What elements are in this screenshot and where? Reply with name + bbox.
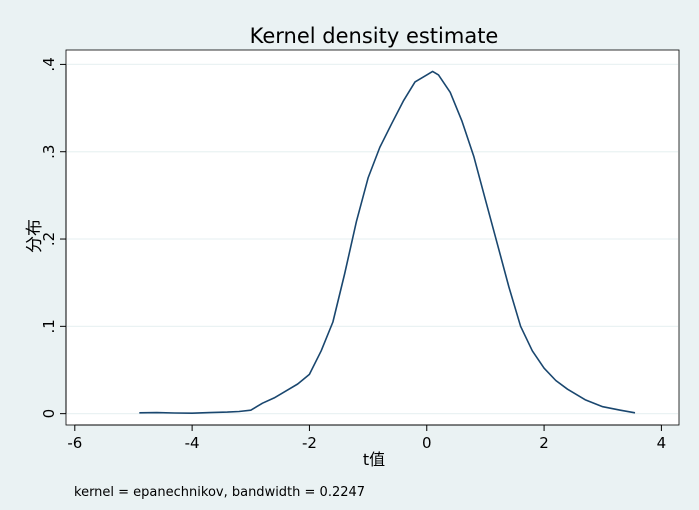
plot-area <box>65 49 680 426</box>
x-tick-label-3: 0 <box>422 434 432 452</box>
x-tick-label-4: 2 <box>539 434 549 452</box>
chart-note: kernel = epanechnikov, bandwidth = 0.224… <box>74 485 365 500</box>
x-tick-label-2: -2 <box>302 434 317 452</box>
x-axis-label: t值 <box>363 450 385 469</box>
y-axis-label: 分布 <box>25 219 45 253</box>
y-axis-ticks: 0 .1 .2 .3 .4 <box>40 57 66 418</box>
x-axis-ticks: -6 -4 -2 0 2 4 <box>67 425 666 452</box>
y-tick-label-3: .3 <box>40 145 58 159</box>
y-tick-label-0: 0 <box>40 409 58 419</box>
x-tick-label-0: -6 <box>67 434 82 452</box>
x-tick-label-5: 4 <box>657 434 667 452</box>
y-tick-label-1: .1 <box>40 319 58 333</box>
density-line <box>139 70 636 414</box>
y-tick-label-4: .4 <box>40 57 58 71</box>
chart-title: Kernel density estimate <box>250 24 499 48</box>
x-tick-label-1: -4 <box>185 434 200 452</box>
y-tick-label-2: .2 <box>40 232 58 246</box>
